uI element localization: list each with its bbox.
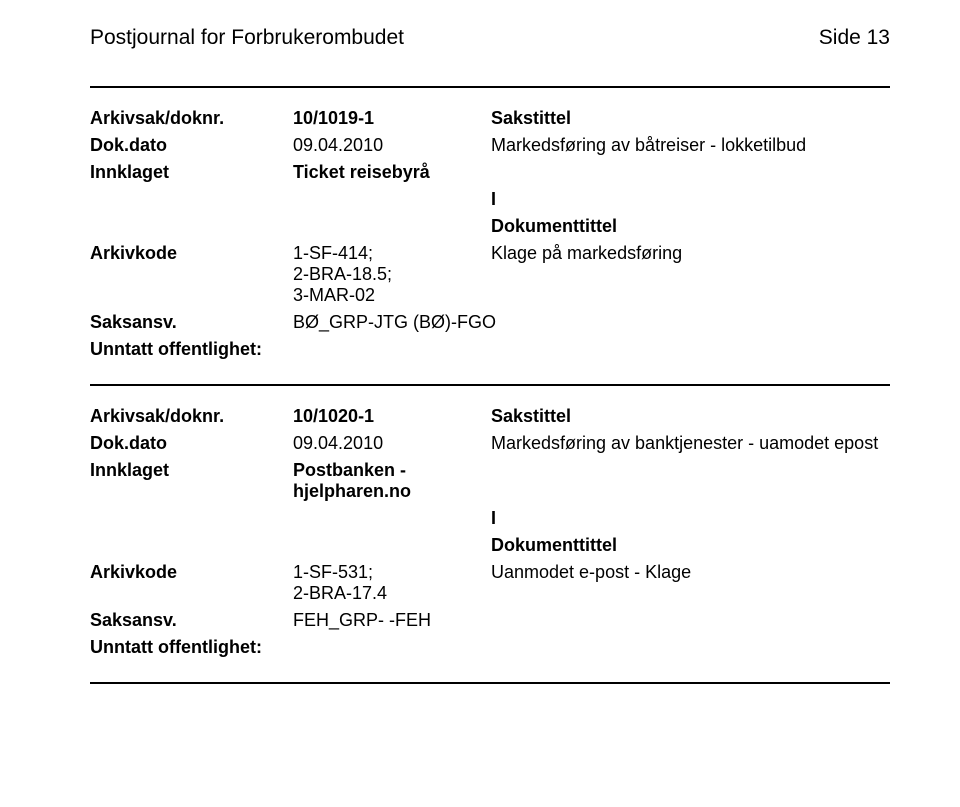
arkivkode-value: 1-SF-414; 2-BRA-18.5; 3-MAR-02 (293, 243, 473, 306)
doktittel-label: Dokumenttittel (491, 216, 890, 237)
page: Postjournal for Forbrukerombudet Side 13… (0, 0, 960, 807)
unntatt-label: Unntatt offentlighet: (90, 637, 275, 658)
arkivkode-value: 1-SF-531; 2-BRA-17.4 (293, 562, 473, 604)
arkivsak-value: 10/1019-1 (293, 108, 473, 129)
page-header: Postjournal for Forbrukerombudet Side 13 (90, 26, 890, 50)
sakstittel-label: Sakstittel (491, 108, 890, 129)
saksansv-value: FEH_GRP- -FEH (293, 610, 890, 631)
i-label: I (491, 189, 890, 210)
header-page-number: Side 13 (819, 26, 890, 50)
journal-entry: Arkivsak/doknr. 10/1019-1 Sakstittel Dok… (90, 88, 890, 370)
dokdato-value: 09.04.2010 (293, 135, 473, 156)
saksansv-value: BØ_GRP-JTG (BØ)-FGO (293, 312, 890, 333)
doktittel-label: Dokumenttittel (491, 535, 890, 556)
journal-entry: Arkivsak/doknr. 10/1020-1 Sakstittel Dok… (90, 386, 890, 668)
empty-cell (293, 508, 473, 529)
dokdato-label: Dok.dato (90, 433, 275, 454)
innklaget-value: Ticket reisebyrå (293, 162, 473, 183)
empty-cell (491, 460, 890, 502)
unntatt-value (293, 339, 890, 360)
arkivsak-label: Arkivsak/doknr. (90, 406, 275, 427)
saksansv-label: Saksansv. (90, 610, 275, 631)
empty-cell (90, 508, 275, 529)
i-label: I (491, 508, 890, 529)
empty-cell (491, 162, 890, 183)
doktittel-value: Uanmodet e-post - Klage (491, 562, 890, 604)
arkivkode-label: Arkivkode (90, 243, 275, 306)
arkivsak-label: Arkivsak/doknr. (90, 108, 275, 129)
empty-cell (90, 216, 275, 237)
innklaget-value: Postbanken - hjelpharen.no (293, 460, 473, 502)
empty-cell (293, 535, 473, 556)
unntatt-label: Unntatt offentlighet: (90, 339, 275, 360)
empty-cell (293, 189, 473, 210)
doktittel-value: Klage på markedsføring (491, 243, 890, 306)
empty-cell (90, 535, 275, 556)
empty-cell (90, 189, 275, 210)
divider-entry (90, 682, 890, 684)
sakstittel-value: Markedsføring av banktjenester - uamodet… (491, 433, 890, 454)
header-title: Postjournal for Forbrukerombudet (90, 26, 404, 50)
saksansv-label: Saksansv. (90, 312, 275, 333)
dokdato-value: 09.04.2010 (293, 433, 473, 454)
dokdato-label: Dok.dato (90, 135, 275, 156)
sakstittel-value: Markedsføring av båtreiser - lokketilbud (491, 135, 890, 156)
sakstittel-label: Sakstittel (491, 406, 890, 427)
innklaget-label: Innklaget (90, 460, 275, 502)
empty-cell (293, 216, 473, 237)
unntatt-value (293, 637, 890, 658)
arkivsak-value: 10/1020-1 (293, 406, 473, 427)
arkivkode-label: Arkivkode (90, 562, 275, 604)
innklaget-label: Innklaget (90, 162, 275, 183)
